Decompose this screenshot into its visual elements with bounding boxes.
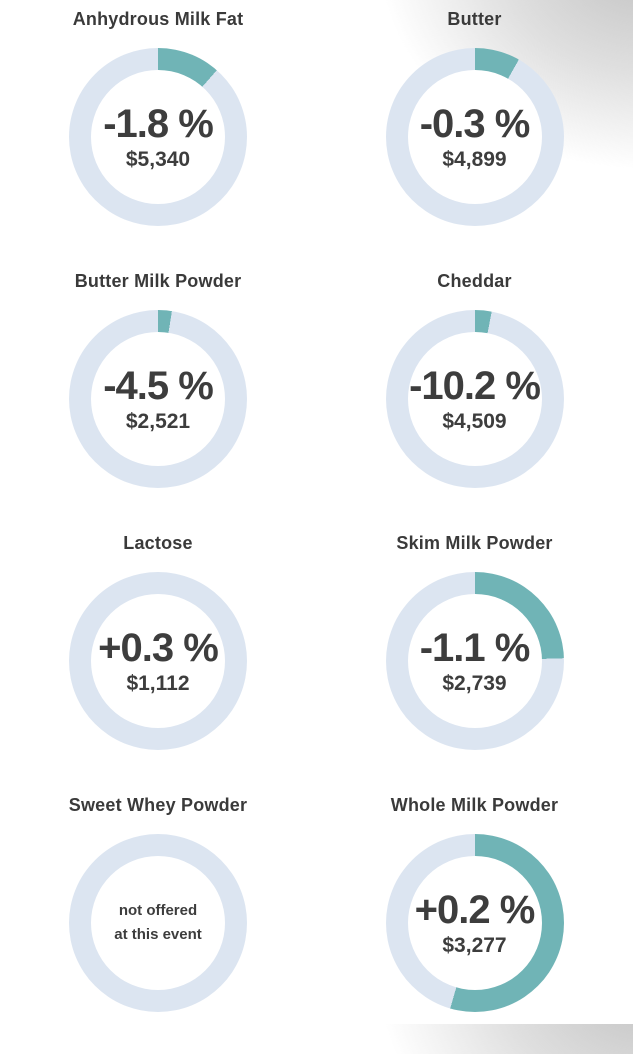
product-title: Sweet Whey Powder [68, 795, 248, 815]
product-title: Butter Milk Powder [74, 271, 242, 291]
donut-chart: -1.1 % $2,739 [385, 572, 564, 750]
donut-chart: not offered at this event [69, 834, 247, 1012]
average-price: $5,340 [125, 147, 191, 171]
donut-center: -1.1 % $2,739 [407, 594, 542, 728]
price-change-percent: +0.2 % [414, 887, 536, 932]
product-card: Anhydrous Milk Fat -1.8 % $5,340 [0, 6, 316, 268]
price-change-percent: -1.8 % [103, 101, 214, 146]
average-price: $4,899 [442, 147, 507, 171]
average-price: $2,521 [125, 409, 191, 433]
donut-chart: +0.3 % $1,112 [69, 572, 247, 750]
product-card: Whole Milk Powder +0.2 % $3,277 [316, 792, 633, 1054]
product-card: Cheddar -10.2 % $4,509 [316, 268, 633, 530]
average-price: $2,739 [442, 671, 507, 695]
price-change-percent: -1.1 % [419, 625, 531, 670]
product-card: Skim Milk Powder -1.1 % $2,739 [316, 530, 633, 792]
donut-chart: -4.5 % $2,521 [69, 310, 247, 488]
product-title: Whole Milk Powder [390, 795, 559, 815]
donut-center: -10.2 % $4,509 [407, 332, 542, 466]
average-price: $4,509 [442, 409, 507, 433]
donut-center: -1.8 % $5,340 [91, 70, 225, 204]
donut-chart: -0.3 % $4,899 [385, 48, 564, 226]
donut-chart: +0.2 % $3,277 [385, 834, 564, 1012]
product-card: Sweet Whey Powder not offered at this eve… [0, 792, 316, 1054]
price-change-percent: -4.5 % [103, 363, 214, 408]
product-card: Lactose +0.3 % $1,112 [0, 530, 316, 792]
price-change-percent: -0.3 % [419, 101, 531, 146]
price-change-percent: -10.2 % [409, 363, 541, 408]
average-price: $1,112 [126, 671, 190, 695]
product-title: Anhydrous Milk Fat [72, 9, 244, 29]
product-title: Skim Milk Powder [396, 533, 553, 553]
average-price: $3,277 [442, 933, 507, 957]
donut-chart: -1.8 % $5,340 [69, 48, 247, 226]
product-card: Butter -0.3 % $4,899 [316, 6, 633, 268]
product-title: Butter [447, 9, 502, 29]
donut-center: +0.2 % $3,277 [407, 856, 542, 990]
price-change-percent: +0.3 % [98, 625, 219, 670]
donut-chart: -10.2 % $4,509 [385, 310, 564, 488]
donut-center: -0.3 % $4,899 [407, 70, 542, 204]
product-title: Lactose [123, 533, 193, 553]
product-card: Butter Milk Powder -4.5 % $2,521 [0, 268, 316, 530]
donut-center: -4.5 % $2,521 [91, 332, 225, 466]
donut-center: not offered at this event [91, 856, 225, 990]
product-title: Cheddar [437, 271, 512, 291]
donut-center: +0.3 % $1,112 [91, 594, 225, 728]
not-offered-note: not offered at this event [114, 902, 202, 943]
